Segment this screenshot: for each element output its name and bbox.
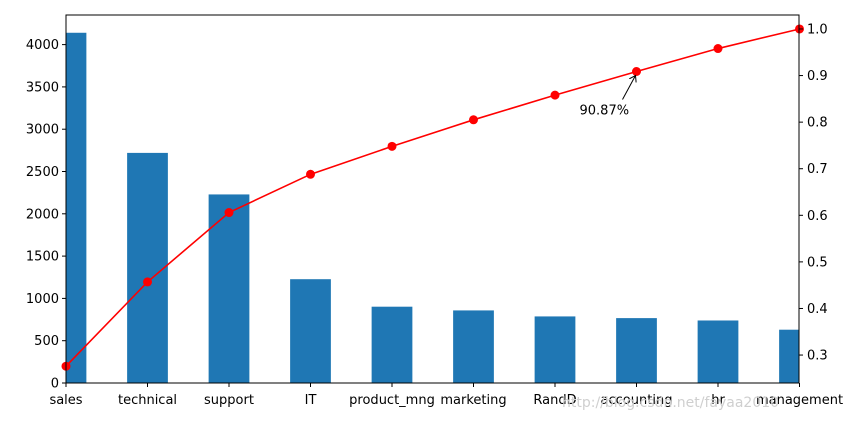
bar-RandD [534, 316, 576, 383]
bar-product_mng [371, 306, 413, 383]
left-tick-label: 4000 [26, 38, 59, 53]
bar-marketing [453, 310, 494, 383]
axes-layer [62, 14, 803, 387]
right-tick-label: 1.0 [807, 22, 828, 37]
left-tick-label: 2000 [26, 207, 59, 222]
plot-frame [65, 14, 800, 384]
left-tick-label: 2500 [26, 165, 59, 180]
right-tick-label: 0.8 [807, 116, 828, 131]
right-tick-label: 0.4 [807, 302, 828, 317]
cumulative-point-product_mng [387, 141, 397, 151]
left-tick-label: 1500 [26, 250, 59, 265]
x-tick-label: sales [49, 393, 82, 408]
x-tick-label: marketing [440, 393, 506, 408]
annotation-arrow [622, 76, 636, 100]
bar-technical [127, 152, 168, 383]
cumulative-point-accounting [632, 67, 641, 77]
left-tick-label: 1000 [26, 292, 59, 307]
bar-management [779, 329, 799, 383]
right-tick-label: 0.3 [807, 349, 828, 364]
cumulative-point-marketing [469, 115, 478, 125]
bar-sales [66, 32, 87, 383]
x-tick-label: IT [305, 393, 317, 408]
x-tick-label: accounting [601, 393, 673, 408]
cumulative-point-hr [713, 44, 723, 54]
cumulative-line [65, 28, 800, 367]
cumulative-point-IT [306, 169, 315, 179]
x-tick-label: support [204, 393, 254, 408]
right-tick-label: 0.9 [807, 69, 828, 84]
cumulative-point-technical [143, 277, 152, 287]
cumulative-point-RandD [550, 90, 560, 100]
text-layer: 0 500 1000 1500 2000 2500 3000 3500 4000 0.3 0.4 0.… [26, 22, 843, 411]
right-tick-label: 0.7 [807, 162, 828, 177]
x-tick-label: management [756, 393, 843, 408]
annotation-label: 90.87% [580, 104, 630, 119]
x-tick-label: technical [118, 393, 177, 408]
left-tick-label: 0 [51, 377, 59, 392]
x-tick-label: product_mng [349, 393, 435, 408]
bar-accounting [616, 318, 657, 383]
bar-IT [290, 279, 331, 383]
left-tick-label: 3500 [26, 80, 59, 95]
bar-hr [697, 320, 739, 383]
cumulative-point-support [224, 208, 234, 218]
right-tick-label: 0.6 [807, 209, 828, 224]
bar-support [208, 194, 250, 383]
watermark: http://blog.csdn.net/fayaa2010 [562, 395, 779, 411]
bars-layer [66, 32, 799, 383]
x-tick-label: hr [711, 393, 725, 408]
left-tick-label: 3000 [26, 123, 59, 138]
x-tick-label: RandD [533, 393, 576, 408]
line-layer [61, 24, 804, 371]
left-tick-label: 500 [34, 334, 59, 349]
right-tick-label: 0.5 [807, 255, 828, 270]
